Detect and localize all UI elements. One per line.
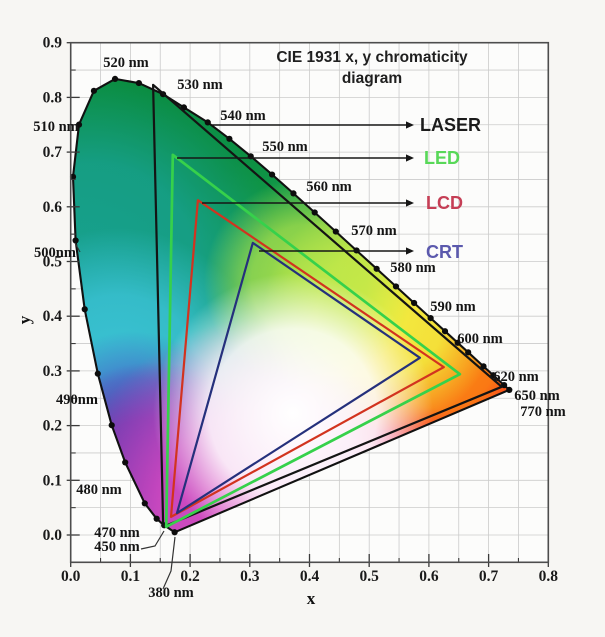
locus-point xyxy=(465,349,472,356)
locus-point xyxy=(392,283,400,290)
wavelength-label-580: 580 nm xyxy=(390,260,436,276)
y-tick-label: 0.4 xyxy=(43,308,63,325)
locus-point xyxy=(480,363,487,370)
y-tick-label: 0.2 xyxy=(43,418,63,435)
x-tick-label: 0.7 xyxy=(479,568,499,585)
gamut-laser xyxy=(152,83,503,528)
wavelength-label-510: 510 nm xyxy=(33,119,79,135)
x-tick-label: 0.5 xyxy=(360,568,380,585)
wavelength-label-550: 550 nm xyxy=(262,139,308,155)
locus-point xyxy=(226,135,233,142)
locus-point xyxy=(204,119,211,126)
wavelength-label-600: 600 nm xyxy=(457,331,503,347)
locus-point xyxy=(108,422,115,429)
y-axis-title: y xyxy=(15,315,34,324)
arrowhead-lcd xyxy=(406,199,414,207)
locus-point xyxy=(332,228,339,235)
locus-point xyxy=(311,209,318,216)
leader-500nm xyxy=(74,242,81,253)
wavelength-label-560: 560 nm xyxy=(306,179,352,195)
locus-point xyxy=(72,237,79,244)
locus-point xyxy=(171,529,178,536)
tick-labels: 0.0 0.1 0.2 0.3 0.4 0.5 0.6 0.7 0.8 0.0 0.1 0.2 0.3 0… xyxy=(43,35,559,585)
locus-point xyxy=(141,500,148,507)
locus-point xyxy=(268,171,276,178)
gamut-triangles xyxy=(152,83,503,529)
wavelength-label-470: 470 nm xyxy=(94,525,140,541)
locus-point xyxy=(153,515,160,522)
locus-point xyxy=(290,190,297,197)
x-tick-label: 0.2 xyxy=(180,568,200,585)
legend-arrows xyxy=(177,121,414,255)
locus-point xyxy=(454,339,461,346)
locus-point xyxy=(90,87,98,94)
x-axis-title: x xyxy=(307,589,316,608)
y-tick-label: 0.6 xyxy=(43,199,63,216)
gamut-lcd xyxy=(169,199,445,519)
gamut-led xyxy=(164,153,462,529)
locus-point xyxy=(111,75,119,83)
wavelength-label-480: 480 nm xyxy=(76,482,122,498)
leader-380nm xyxy=(162,536,176,590)
locus-point xyxy=(410,299,418,307)
x-tick-label: 0.6 xyxy=(419,568,439,585)
wavelength-label-570: 570 nm xyxy=(351,223,397,239)
wavelength-label-520: 520 nm xyxy=(103,55,149,71)
wavelength-label-380: 380 nm xyxy=(148,585,194,601)
wavelength-label-490: 490nm xyxy=(56,392,98,408)
x-tick-label: 0.0 xyxy=(61,568,81,585)
wavelength-label-770: 770 nm xyxy=(520,404,566,420)
x-tick-label: 0.8 xyxy=(539,568,559,585)
legend-label-laser: LASER xyxy=(420,115,481,135)
locus-point xyxy=(441,328,449,335)
chart-title-line2: diagram xyxy=(342,70,402,87)
y-tick-label: 0.3 xyxy=(43,363,63,380)
plot-frame xyxy=(69,41,550,564)
spectral-locus xyxy=(69,75,513,536)
arrowhead-crt xyxy=(406,247,414,255)
leader-450nm xyxy=(140,530,165,550)
wavelength-label-450: 450 nm xyxy=(94,539,140,555)
wavelength-label-590: 590 nm xyxy=(430,299,476,315)
gamut-crt xyxy=(175,241,421,515)
y-tick-label: 0.8 xyxy=(43,89,63,106)
y-tick-label: 0.1 xyxy=(43,472,62,489)
locus-point xyxy=(427,315,434,322)
locus-point xyxy=(373,265,380,272)
label-leader-lines xyxy=(74,242,176,590)
locus-point xyxy=(75,121,83,128)
arrowhead-led xyxy=(406,154,414,162)
locus-point xyxy=(506,386,513,393)
legend-label-led: LED xyxy=(424,148,460,168)
legend-label-lcd: LCD xyxy=(426,193,463,213)
chart-title-line1: CIE 1931 x, y chromaticity xyxy=(276,49,468,66)
wavelength-label-500: 500nm xyxy=(34,245,76,261)
wavelength-label-620: 620 nm xyxy=(493,369,539,385)
x-tick-label: 0.1 xyxy=(121,568,140,585)
wavelength-label-540: 540 nm xyxy=(220,108,266,124)
wavelength-label-530: 530 nm xyxy=(177,77,223,93)
legend-label-crt: CRT xyxy=(426,242,463,262)
y-tick-label: 0.0 xyxy=(43,527,63,544)
wavelength-label-650: 650 nm xyxy=(514,388,560,404)
wavelength-labels: 520 nm 530 nm 540 nm 550 nm 560 nm 570 nm 580 … xyxy=(33,55,566,601)
locus-point xyxy=(94,370,101,377)
arrowhead-laser xyxy=(406,121,414,129)
x-tick-label: 0.3 xyxy=(240,568,260,585)
locus-point xyxy=(81,306,88,313)
y-tick-label: 0.5 xyxy=(43,254,63,271)
y-tick-label: 0.7 xyxy=(43,144,63,161)
x-tick-label: 0.4 xyxy=(300,568,320,585)
locus-point xyxy=(135,79,142,87)
locus-point xyxy=(122,459,129,466)
y-tick-label: 0.9 xyxy=(43,35,63,52)
